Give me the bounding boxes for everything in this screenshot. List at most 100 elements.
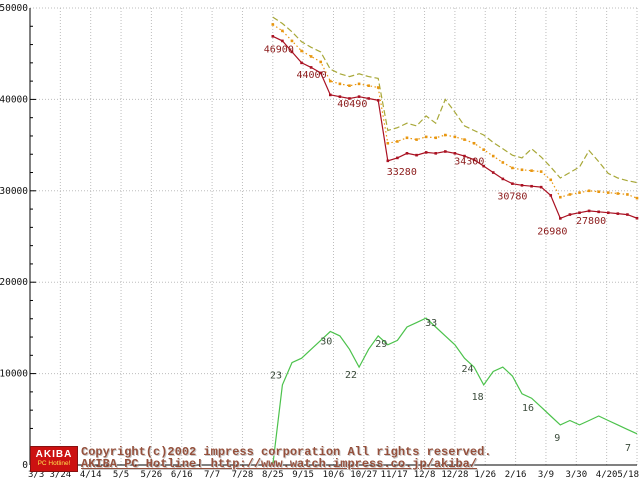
series-lowest-price-marker <box>281 39 284 43</box>
data-label-46900: 46900 <box>264 44 294 55</box>
x-axis-label: 5/26 <box>141 470 163 480</box>
x-axis-label: 10/27 <box>350 470 377 480</box>
series-lowest-price-marker <box>453 152 457 155</box>
data-label-34300: 34300 <box>454 156 484 167</box>
y-axis-label: 40000 <box>0 94 28 105</box>
series-lowest-price-marker <box>616 212 620 215</box>
series-average-price-marker <box>434 136 438 140</box>
x-axis-label: 6/16 <box>171 470 193 480</box>
x-axis-label: 11/17 <box>381 470 408 480</box>
series-average-price-marker <box>539 170 543 173</box>
series-average-price-marker <box>635 196 639 200</box>
x-axis-label: 12/28 <box>441 470 468 480</box>
series-average-price-marker <box>348 84 351 87</box>
data-label-33: 33 <box>425 318 437 329</box>
series-average-price-marker <box>520 168 524 172</box>
series-lowest-price-marker <box>539 185 543 189</box>
series-average-price-marker <box>271 23 275 26</box>
series-lowest-price-marker <box>415 153 418 157</box>
series-lowest-price-marker <box>348 97 351 100</box>
series-lowest-price-marker <box>578 211 581 215</box>
series-average-price-marker <box>472 141 476 145</box>
x-axis-label: 5/18 <box>617 470 639 480</box>
y-axis-label: 20000 <box>0 277 28 288</box>
series-average-price-marker <box>549 178 553 182</box>
data-label-27800: 27800 <box>576 216 606 227</box>
series-average-price-marker <box>396 140 399 143</box>
series-lowest-price-marker <box>300 61 303 65</box>
series-average-price-marker <box>290 39 294 43</box>
series-average-price-marker <box>453 135 457 139</box>
copyright-text: Copyright(c)2002 impress corporation All… <box>81 445 492 459</box>
series-average-price-marker <box>444 133 447 137</box>
y-axis-label: 10000 <box>0 369 28 380</box>
y-axis-label: 30000 <box>0 186 28 197</box>
series-average-price-marker <box>405 136 409 140</box>
series-lowest-price-marker <box>635 216 639 220</box>
series-lowest-price-marker <box>434 152 438 155</box>
series-average-price-marker <box>559 195 562 199</box>
series-lowest-price-marker <box>520 184 524 187</box>
series-lowest-price-marker <box>376 99 380 102</box>
series-average-price-marker <box>357 82 361 86</box>
series-lowest-price-marker <box>309 66 313 69</box>
x-axis-label: 5/5 <box>113 470 129 480</box>
y-axis-label: 0 <box>22 460 28 471</box>
series-lowest-price-marker <box>559 217 562 220</box>
data-label-40490: 40490 <box>337 99 367 110</box>
site-link[interactable]: AKIBA PC Hotline! http://www.watch.impre… <box>81 457 478 471</box>
data-label-24: 24 <box>461 364 473 375</box>
series-lowest-price-marker <box>271 35 275 38</box>
series-average-price-marker <box>597 190 600 194</box>
series-lowest-price-marker <box>367 97 370 100</box>
series-average-price-marker <box>367 84 370 87</box>
series-lowest-price-marker <box>329 93 332 97</box>
data-label-18: 18 <box>472 392 484 403</box>
x-axis-label: 3/3 <box>28 470 44 480</box>
series-lowest-price-marker <box>472 158 476 162</box>
x-axis-label: 7/7 <box>204 470 220 480</box>
series-lowest-price-marker <box>626 213 629 216</box>
x-axis-label: 3/24 <box>50 470 72 480</box>
series-average-price-marker <box>329 79 332 83</box>
series-lowest-price-marker <box>405 152 409 155</box>
data-label-22: 22 <box>345 370 357 381</box>
series-lowest-price-marker <box>549 194 553 197</box>
x-axis-label: 4/14 <box>80 470 102 480</box>
data-label-16: 16 <box>522 403 534 414</box>
series-lowest-price-marker <box>482 164 485 168</box>
series-lowest-price-marker <box>491 171 495 174</box>
series-average-price-marker <box>309 55 313 58</box>
x-axis-label: 7/28 <box>232 470 254 480</box>
akiba-logo-subtitle: PC Hotline! <box>37 460 71 468</box>
series-lowest-price-marker <box>357 95 361 98</box>
series-average-price-marker <box>386 141 390 145</box>
series-lowest-price-marker <box>501 177 505 181</box>
series-average-price-marker <box>281 29 284 33</box>
series-average-price-marker <box>300 49 303 53</box>
data-label-26980: 26980 <box>537 226 567 237</box>
series-lowest-price-marker <box>319 71 323 75</box>
x-axis-label: 1/26 <box>474 470 496 480</box>
series-lowest-price-marker <box>444 150 447 153</box>
series-highest-price <box>272 16 638 184</box>
footer-bar: AKIBA PC Hotline! Copyright(c)2002 impre… <box>30 446 491 472</box>
series-lowest-price-marker <box>568 213 572 216</box>
series-average-price-marker <box>606 191 610 194</box>
akiba-logo[interactable]: AKIBA PC Hotline! <box>30 446 78 472</box>
data-label-33280: 33280 <box>387 167 417 178</box>
series-lowest-price-marker <box>386 159 390 163</box>
series-average-price-marker <box>587 189 591 193</box>
series-average-price-marker <box>626 193 629 196</box>
x-axis-label: 9/15 <box>292 470 314 480</box>
series-average-price-marker <box>578 191 581 194</box>
x-axis-label: 10/6 <box>323 470 345 480</box>
x-axis-label: 3/9 <box>538 470 554 480</box>
series-shops <box>272 317 638 466</box>
x-axis-label: 8/25 <box>262 470 284 480</box>
series-lowest-price-marker <box>530 184 533 188</box>
series-average-price-marker <box>501 161 505 164</box>
y-axis-label: 50000 <box>0 3 28 14</box>
